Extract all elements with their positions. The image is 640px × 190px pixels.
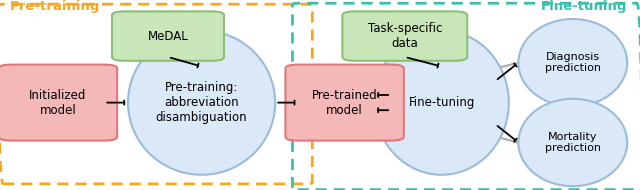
Text: MeDAL: MeDAL [148,30,188,43]
Text: Pre-trained
model: Pre-trained model [312,89,378,117]
Text: Fine-tuning: Fine-tuning [408,96,475,109]
FancyBboxPatch shape [342,11,467,61]
Text: Task-specific
data: Task-specific data [367,22,442,50]
Text: Mortality
prediction: Mortality prediction [545,132,601,153]
FancyBboxPatch shape [285,65,404,141]
Ellipse shape [128,30,275,175]
Text: Initialized
model: Initialized model [29,89,86,117]
Ellipse shape [374,30,509,175]
Ellipse shape [518,99,627,186]
Text: Fine-tuning: Fine-tuning [541,0,627,13]
FancyBboxPatch shape [112,11,224,61]
FancyBboxPatch shape [0,65,117,141]
Text: Pre-training: Pre-training [10,0,100,13]
Text: Pre-training:
abbreviation
disambiguation: Pre-training: abbreviation disambiguatio… [156,81,248,124]
Text: Diagnosis
prediction: Diagnosis prediction [545,52,601,74]
Ellipse shape [518,19,627,106]
